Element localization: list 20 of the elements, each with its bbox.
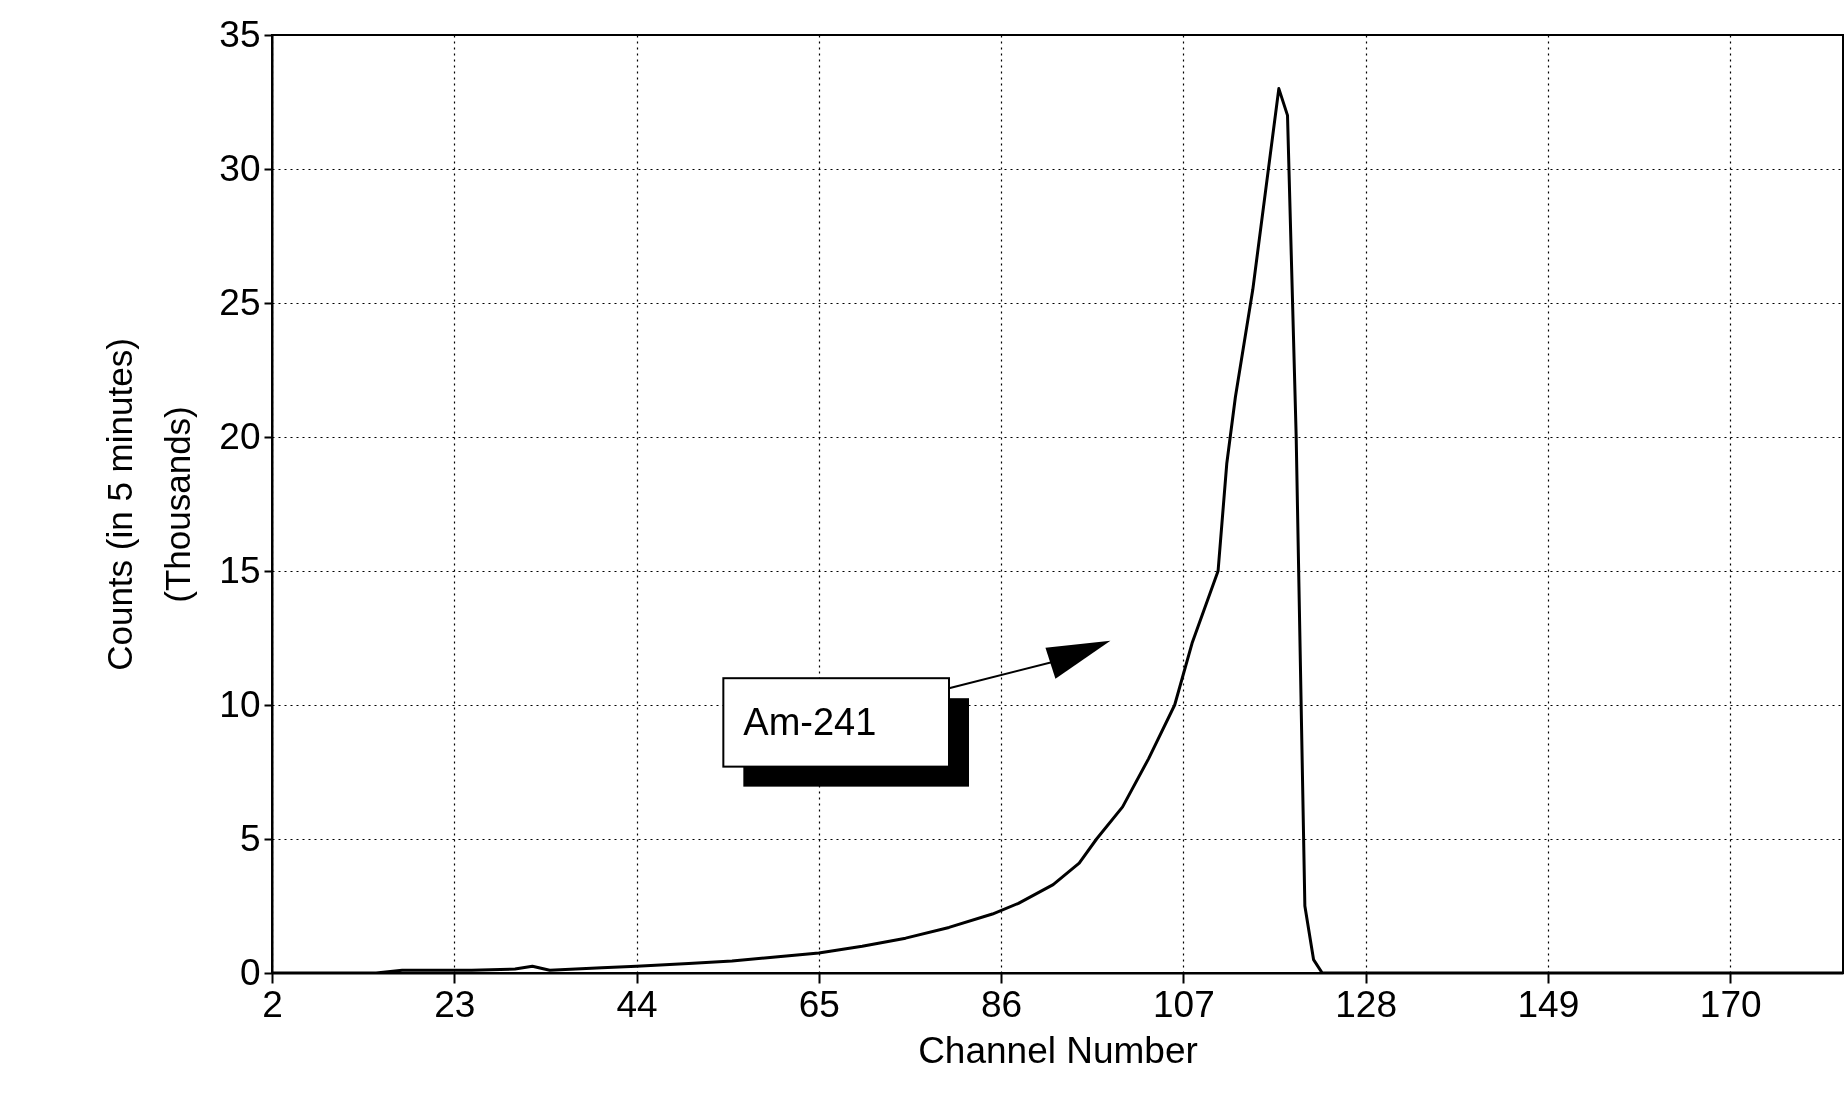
x-tick-label: 44 bbox=[616, 983, 658, 1025]
y-tick-label: 5 bbox=[239, 817, 261, 859]
x-tick-label: 23 bbox=[434, 983, 476, 1025]
y-tick-label: 30 bbox=[219, 147, 261, 189]
x-tick-label: 65 bbox=[798, 983, 840, 1025]
x-tick-label: 128 bbox=[1335, 983, 1397, 1025]
x-tick-label: 107 bbox=[1152, 983, 1215, 1025]
y-tick-label: 10 bbox=[219, 683, 261, 725]
x-tick-label: 86 bbox=[981, 983, 1023, 1025]
y-tick-label: 20 bbox=[219, 415, 261, 457]
y-tick-label: 0 bbox=[239, 951, 261, 993]
x-tick-label: 2 bbox=[262, 983, 283, 1025]
y-tick-label: 15 bbox=[219, 549, 261, 591]
y-tick-label: 35 bbox=[219, 13, 261, 55]
x-axis-title: Channel Number bbox=[918, 1029, 1198, 1071]
y-tick-label: 25 bbox=[219, 281, 261, 323]
x-tick-label: 170 bbox=[1699, 983, 1762, 1025]
x-tick-label: 149 bbox=[1517, 983, 1580, 1025]
y-axis-title: Counts (in 5 minutes) (Thousands) bbox=[100, 338, 198, 671]
annotation: Am-241 bbox=[743, 701, 877, 744]
